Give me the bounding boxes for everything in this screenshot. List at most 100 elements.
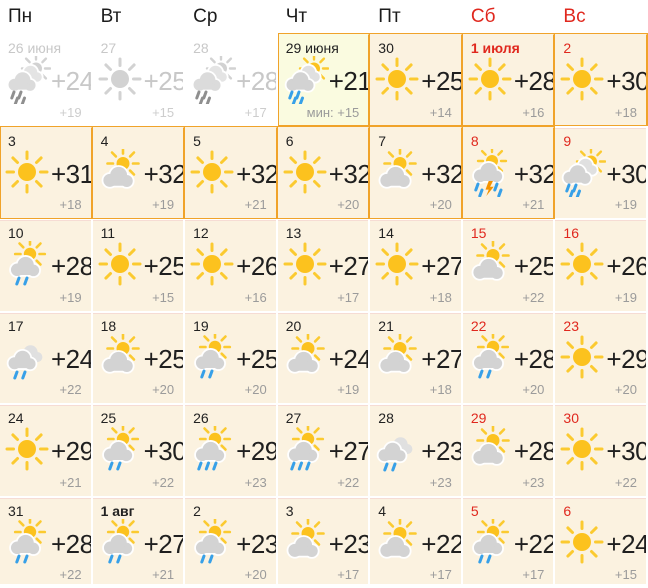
sun-icon — [281, 241, 329, 289]
day-date: 3 — [8, 132, 16, 149]
day-weather: +25 — [185, 333, 278, 383]
day-temperature: +30 — [606, 436, 648, 467]
day-cell[interactable]: 10 +28 +19 — [0, 218, 93, 311]
day-temperature: +28 — [513, 436, 556, 467]
day-weather: +23 — [185, 518, 276, 568]
day-weather: +24 — [555, 519, 646, 568]
day-weather: +32 — [185, 149, 276, 198]
day-cell[interactable]: 27 +25 +15 — [92, 33, 186, 126]
day-cell[interactable]: 18 +25 +20 — [92, 310, 186, 403]
clouds-rain-icon — [3, 334, 51, 382]
day-cell[interactable]: 9 +30 +19 — [555, 125, 648, 218]
day-temperature: +29 — [51, 436, 93, 467]
day-date: 21 — [378, 317, 394, 334]
day-cell[interactable]: 3 +23 +17 — [277, 495, 371, 588]
night-temperature: +23 — [244, 474, 267, 490]
day-temperature: +25 — [236, 343, 278, 374]
weekday-label-fri: Пт — [378, 6, 401, 27]
day-cell[interactable]: 24 +29 +21 — [0, 403, 93, 496]
night-temperature: +22 — [614, 474, 637, 490]
day-date: 12 — [193, 225, 209, 241]
day-date: 31 — [8, 502, 24, 519]
day-cell[interactable]: 15 +25 +22 — [462, 218, 556, 311]
calendar-grid: 26 июня +24 +19 27 +25 +15 28 +28 +17 29 июня +21 м… — [0, 33, 648, 588]
day-date: 18 — [100, 317, 117, 334]
day-cell[interactable]: 1 июля +28 +16 — [462, 33, 556, 126]
sun-clouds-rain-icon — [188, 56, 237, 105]
day-cell[interactable]: 29 +28 +23 — [462, 403, 556, 496]
day-weather: +23 — [370, 426, 461, 475]
night-temperature: мин: +15 — [306, 104, 360, 120]
day-cell[interactable]: 27 +27 +22 — [277, 403, 371, 496]
sun-icon — [373, 56, 421, 104]
day-cell[interactable]: 8 +32 +21 — [462, 125, 556, 218]
night-temperature: +20 — [152, 382, 175, 397]
day-cell[interactable]: 25 +30 +22 — [92, 403, 186, 496]
day-cell[interactable]: 13 +27 +17 — [277, 218, 371, 311]
day-cell[interactable]: 20 +24 +19 — [277, 310, 371, 403]
day-temperature: +27 — [421, 251, 463, 282]
day-date: 27 — [100, 40, 117, 56]
day-cell[interactable]: 1 авг +27 +21 — [92, 495, 186, 588]
day-weather: +32 — [463, 148, 553, 198]
day-date: 19 — [193, 317, 209, 334]
day-cell[interactable]: 12 +26 +16 — [185, 218, 278, 311]
day-cell[interactable]: 29 июня +21 мин: +15 — [277, 33, 371, 126]
day-cell[interactable]: 30 +25 +14 — [370, 33, 463, 126]
day-weather: +30 — [555, 426, 646, 475]
day-cell[interactable]: 5 +32 +21 — [185, 125, 278, 218]
day-temperature: +28 — [236, 66, 278, 97]
day-cell[interactable]: 11 +25 +15 — [92, 218, 186, 311]
day-cell[interactable]: 16 +26 +19 — [555, 218, 648, 311]
day-cell[interactable]: 26 июня +24 +19 — [0, 33, 93, 126]
day-date: 28 — [193, 40, 209, 56]
night-temperature: +19 — [152, 197, 175, 212]
day-cell[interactable]: 2 +30 +18 — [555, 33, 648, 126]
day-weather: +24 — [0, 56, 91, 105]
day-cell[interactable]: 28 +23 +23 — [370, 403, 463, 496]
day-date: 22 — [470, 317, 487, 334]
day-temperature: +24 — [51, 66, 93, 97]
day-cell[interactable]: 4 +32 +19 — [92, 125, 186, 218]
day-cell[interactable]: 31 +28 +22 — [0, 495, 93, 588]
day-temperature: +31 — [51, 158, 93, 189]
sun-clouds-rain-icon — [558, 148, 607, 197]
day-cell[interactable]: 30 +30 +22 — [555, 403, 648, 496]
day-cell[interactable]: 19 +25 +20 — [185, 310, 278, 403]
day-temperature: +25 — [513, 251, 556, 282]
day-cell[interactable]: 2 +23 +20 — [185, 495, 278, 588]
day-date: 28 — [378, 410, 394, 426]
day-cell[interactable]: 7 +32 +20 — [370, 125, 463, 218]
day-cell[interactable]: 22 +28 +20 — [462, 310, 556, 403]
day-temperature: +26 — [236, 251, 278, 282]
night-temperature: +15 — [614, 567, 637, 582]
night-temperature: +19 — [337, 382, 360, 397]
day-cell[interactable]: 23 +29 +20 — [555, 310, 648, 403]
sun-icon — [3, 149, 51, 197]
day-date: 7 — [378, 132, 387, 149]
day-cell[interactable]: 5 +22 +17 — [462, 495, 556, 588]
day-weather: +31 — [0, 149, 91, 198]
sun-cloud-rain-icon — [281, 426, 329, 474]
day-cell[interactable]: 26 +29 +23 — [185, 403, 278, 496]
sun-cloud-icon — [373, 333, 421, 382]
day-cell[interactable]: 17 +24 +22 — [0, 310, 93, 403]
day-date: 30 — [378, 40, 394, 56]
day-cell[interactable]: 21 +27 +18 — [370, 310, 463, 403]
night-temperature: +20 — [429, 197, 452, 212]
day-cell[interactable]: 6 +32 +20 — [277, 125, 371, 218]
day-temperature: +32 — [143, 158, 186, 189]
day-cell[interactable]: 28 +28 +17 — [185, 33, 278, 126]
night-temperature: +16 — [522, 104, 545, 120]
night-temperature: +22 — [59, 567, 82, 582]
day-cell[interactable]: 6 +24 +15 — [555, 495, 648, 588]
day-weather: +30 — [555, 56, 646, 105]
day-date: 14 — [378, 225, 394, 241]
day-cell[interactable]: 14 +27 +18 — [370, 218, 463, 311]
weekday-label-tue: Вт — [100, 6, 122, 27]
day-cell[interactable]: 3 +31 +18 — [0, 125, 93, 218]
day-cell[interactable]: 4 +22 +17 — [370, 495, 463, 588]
day-weather: +32 — [93, 148, 186, 198]
day-weather: +25 — [93, 333, 183, 383]
